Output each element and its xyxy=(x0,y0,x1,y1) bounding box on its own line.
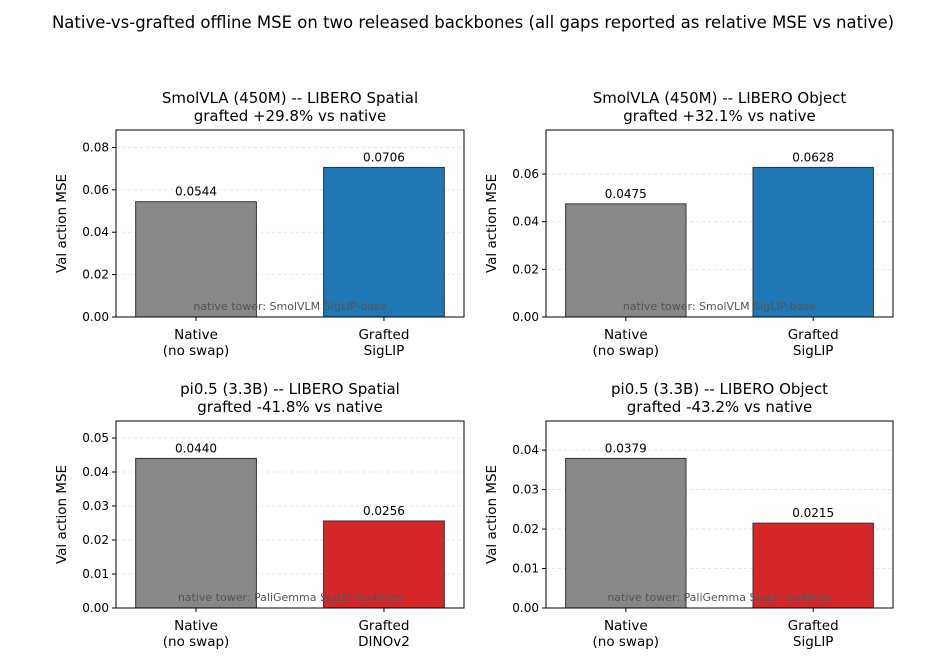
value-label: 0.0628 xyxy=(792,150,834,164)
y-tick-label: 0.02 xyxy=(512,262,539,276)
y-tick-label: 0.02 xyxy=(82,533,109,547)
bar xyxy=(565,203,687,318)
value-label: 0.0215 xyxy=(792,506,834,520)
x-tick-label: Grafted SigLIP xyxy=(788,327,839,359)
value-label: 0.0475 xyxy=(605,187,647,201)
value-label: 0.0706 xyxy=(363,150,405,164)
x-tick-label: Native (no swap) xyxy=(593,618,660,650)
annotation: native tower: PaliGemma SigLIP-So400m xyxy=(178,591,402,604)
y-axis-label: Val action MSE xyxy=(54,174,70,273)
annotation: native tower: SmolVLM SigLIP-base xyxy=(623,300,817,313)
y-tick-label: 0.01 xyxy=(512,562,539,576)
axes-frame xyxy=(545,420,894,609)
bar xyxy=(752,522,874,609)
chart-subtitle: grafted +29.8% vs native xyxy=(194,107,387,125)
y-tick-label: 0.01 xyxy=(82,567,109,581)
chart-title: SmolVLA (450M) -- LIBERO Spatial xyxy=(162,89,418,107)
bar xyxy=(323,520,445,609)
x-tick-label: Grafted SigLIP xyxy=(788,618,839,650)
chart-subtitle: grafted -41.8% vs native xyxy=(197,398,382,416)
y-axis-label: Val action MSE xyxy=(484,465,500,564)
y-axis-label: Val action MSE xyxy=(484,174,500,273)
y-tick-label: 0.06 xyxy=(82,183,109,197)
axes-frame xyxy=(115,420,465,609)
annotation: native tower: SmolVLM SigLIP-base xyxy=(193,300,387,313)
x-tick-label: Native (no swap) xyxy=(163,327,230,359)
chart-subtitle: grafted -43.2% vs native xyxy=(627,398,812,416)
x-tick-label: Native (no swap) xyxy=(593,327,660,359)
x-tick-label: Grafted DINOv2 xyxy=(358,618,410,650)
chart-subtitle: grafted +32.1% vs native xyxy=(623,107,816,125)
y-tick-label: 0.04 xyxy=(512,443,539,457)
bar xyxy=(135,201,257,318)
chart-title: pi0.5 (3.3B) -- LIBERO Spatial xyxy=(180,380,400,398)
axes-frame xyxy=(545,129,894,318)
value-label: 0.0544 xyxy=(175,185,217,199)
value-label: 0.0379 xyxy=(605,441,647,455)
figure-title: Native-vs-grafted offline MSE on two rel… xyxy=(52,13,894,32)
y-tick-label: 0.00 xyxy=(82,601,109,615)
y-tick-label: 0.00 xyxy=(512,601,539,615)
y-tick-label: 0.04 xyxy=(512,215,539,229)
value-label: 0.0256 xyxy=(363,504,405,518)
y-tick-label: 0.02 xyxy=(512,522,539,536)
annotation: native tower: PaliGemma SigLIP-So400m xyxy=(607,591,831,604)
y-tick-label: 0.04 xyxy=(82,225,109,239)
y-tick-label: 0.03 xyxy=(82,499,109,513)
x-tick-label: Grafted SigLIP xyxy=(358,327,409,359)
bar xyxy=(323,166,445,318)
y-tick-label: 0.00 xyxy=(512,310,539,324)
bar xyxy=(135,457,257,609)
y-tick-label: 0.04 xyxy=(82,465,109,479)
y-tick-label: 0.00 xyxy=(82,310,109,324)
axes-frame xyxy=(115,129,465,318)
chart-title: pi0.5 (3.3B) -- LIBERO Object xyxy=(611,380,828,398)
y-axis-label: Val action MSE xyxy=(54,465,70,564)
chart-title: SmolVLA (450M) -- LIBERO Object xyxy=(593,89,847,107)
bar xyxy=(752,166,874,318)
y-tick-label: 0.03 xyxy=(512,483,539,497)
value-label: 0.0440 xyxy=(175,441,217,455)
y-tick-label: 0.05 xyxy=(82,431,109,445)
y-tick-label: 0.08 xyxy=(82,140,109,154)
bar xyxy=(565,457,687,609)
y-tick-label: 0.06 xyxy=(512,167,539,181)
y-tick-label: 0.02 xyxy=(82,268,109,282)
x-tick-label: Native (no swap) xyxy=(163,618,230,650)
